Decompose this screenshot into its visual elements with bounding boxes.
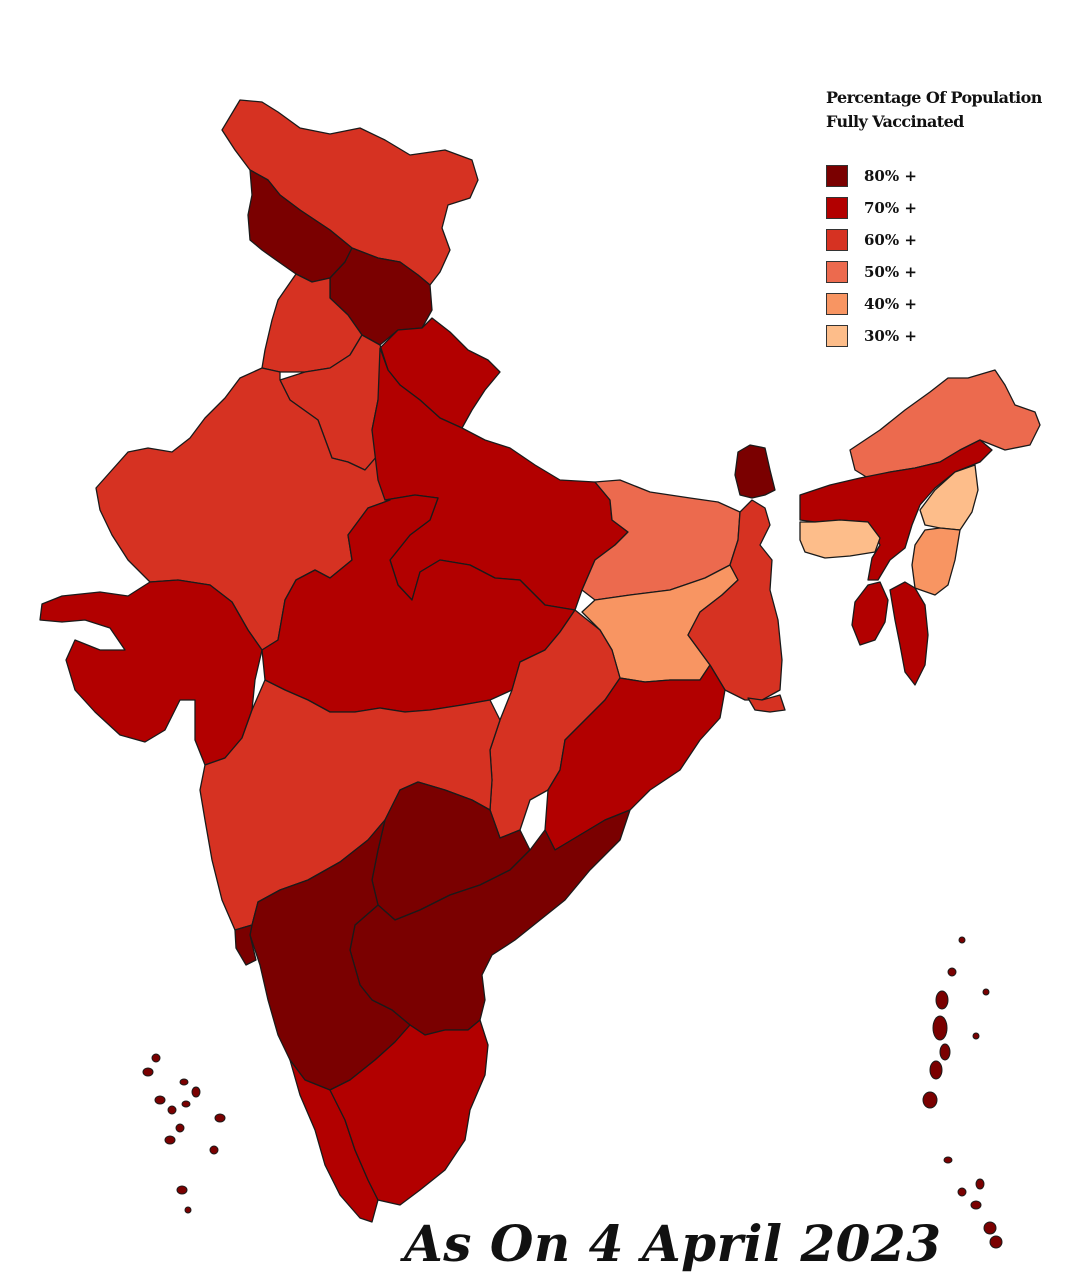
- legend: Percentage Of Population Fully Vaccinate…: [826, 86, 1076, 352]
- legend-item: 30% +: [826, 320, 1076, 352]
- legend-item: 60% +: [826, 224, 1076, 256]
- legend-item: 40% +: [826, 288, 1076, 320]
- region-karnataka: [249, 819, 411, 1091]
- legend-swatch: [826, 293, 848, 315]
- region-meghalaya: [799, 519, 881, 559]
- region-tamil-nadu: [329, 1019, 489, 1206]
- region-lakshadweep: [142, 1053, 226, 1214]
- legend-label: 30% +: [864, 327, 917, 345]
- legend-swatch: [826, 165, 848, 187]
- legend-label: 60% +: [864, 231, 917, 249]
- legend-label: 80% +: [864, 167, 917, 185]
- region-sikkim: [734, 444, 776, 499]
- legend-swatch: [826, 325, 848, 347]
- legend-title-line1: Percentage Of Population: [826, 88, 1042, 107]
- legend-swatch: [826, 229, 848, 251]
- legend-item: 70% +: [826, 192, 1076, 224]
- legend-item: 50% +: [826, 256, 1076, 288]
- date-caption: As On 4 April 2023: [404, 1214, 942, 1273]
- legend-item: 80% +: [826, 160, 1076, 192]
- region-andaman-nicobar: [922, 936, 1003, 1249]
- legend-title: Percentage Of Population Fully Vaccinate…: [826, 86, 1076, 134]
- legend-swatch: [826, 261, 848, 283]
- region-mizoram: [889, 581, 929, 686]
- region-west-bengal-delta: [747, 694, 786, 713]
- region-tripura: [851, 581, 889, 646]
- legend-label: 40% +: [864, 295, 917, 313]
- legend-items: 80% + 70% + 60% + 50% + 40% + 30% +: [826, 160, 1076, 352]
- region-gujarat: [39, 579, 263, 766]
- region-goa: [234, 924, 257, 966]
- region-manipur: [911, 527, 961, 596]
- region-madhya-pradesh: [261, 494, 576, 713]
- legend-title-line2: Fully Vaccinated: [826, 112, 964, 131]
- legend-label: 50% +: [864, 263, 917, 281]
- legend-label: 70% +: [864, 199, 917, 217]
- legend-swatch: [826, 197, 848, 219]
